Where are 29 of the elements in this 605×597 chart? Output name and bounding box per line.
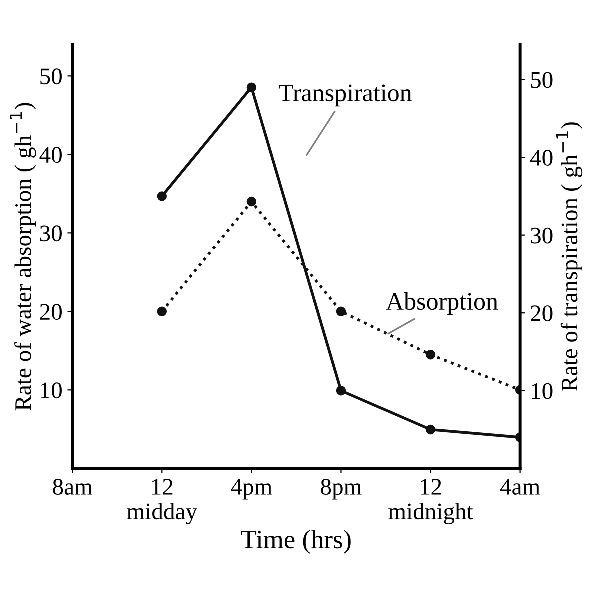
y2-axis-title: Rate of transpiration ( gh$^{−1}$)	[556, 122, 583, 392]
y-tick-label: 10	[41, 382, 62, 399]
x-tick-label: 8pm	[321, 479, 362, 500]
point	[336, 306, 346, 317]
y-tick-label: 40	[40, 147, 62, 164]
series-label: Absorption	[386, 292, 498, 316]
point	[426, 350, 436, 360]
y2-tick-label: 40	[530, 150, 553, 166]
y2-tick-label: 20	[531, 306, 553, 322]
x-tick-label: 4pm	[231, 479, 272, 500]
point	[246, 82, 257, 92]
x-tick-label: 12 midnight	[388, 479, 474, 525]
y2-tick-label: 10	[532, 383, 553, 400]
x-axis-title: Time (hrs)	[241, 530, 351, 554]
point	[336, 386, 346, 396]
x-tick-label: 12 midday	[127, 479, 198, 525]
point	[157, 192, 167, 202]
y-tick-label: 30	[40, 226, 62, 242]
point	[426, 424, 436, 435]
y2-tick-label: 30	[531, 228, 553, 244]
y-tick-label: 50	[40, 68, 62, 85]
series-label: Transpiration	[278, 84, 412, 107]
y-axis-title: Rate of water absorption ( gh$^{−1}$)	[10, 103, 36, 411]
point	[246, 196, 257, 207]
y2-tick-label: 50	[531, 72, 553, 88]
x-tick-label: 4am	[500, 479, 540, 495]
y-tick-label: 20	[40, 304, 62, 320]
point	[157, 306, 167, 317]
x-tick-label: 8am	[53, 479, 93, 495]
